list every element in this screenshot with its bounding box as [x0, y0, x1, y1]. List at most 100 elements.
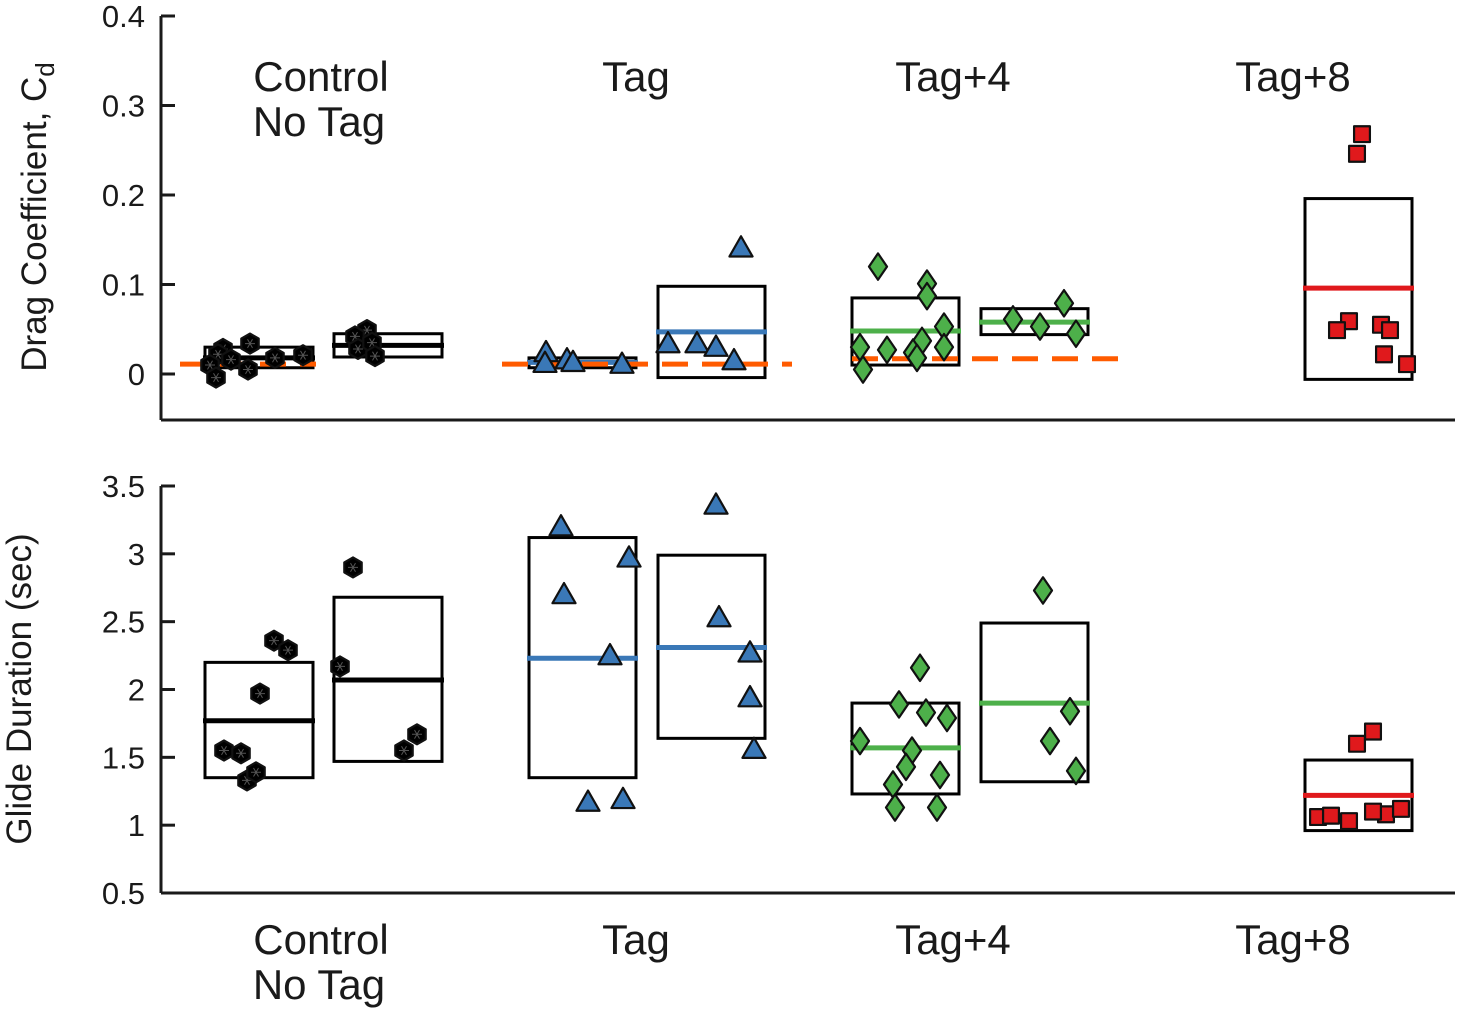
bottom-point-star-control-1 — [269, 636, 279, 646]
top-point-star-control-2 — [353, 344, 363, 354]
top-label-tag: Tag — [602, 53, 670, 100]
top-point-tag8-1 — [1327, 321, 1347, 340]
top-point-star-control-1 — [226, 355, 236, 365]
bottom-point-star-control-1 — [251, 767, 261, 777]
bottom-y-tick-label: 1.5 — [102, 740, 145, 775]
bottom-point-tag4-1 — [915, 698, 937, 727]
top-y-tick-label: 0.4 — [102, 0, 145, 34]
top-y-tick-label: 0.1 — [102, 268, 145, 303]
bottom-point-star-control-2 — [335, 661, 345, 671]
top-point-star-control-1 — [211, 373, 221, 383]
top-point-tag-2 — [684, 330, 710, 354]
top-point-tag4-2 — [1065, 319, 1087, 349]
top-point-tag4-1 — [876, 335, 898, 365]
bottom-point-tag-1 — [548, 514, 574, 537]
top-group-labels: Control No Tag Tag Tag+4 Tag+8 — [253, 53, 1351, 145]
bottom-y-tick-label: 3 — [128, 537, 145, 572]
top-point-star-control-1 — [298, 350, 308, 360]
top-point-tag8-1 — [1380, 321, 1400, 340]
top-point-tag-2 — [703, 334, 729, 357]
bottom-point-tag-1 — [551, 581, 577, 605]
bottom-point-tag-2 — [737, 640, 763, 663]
glide-duration-axes: 0.5 1 1.5 2 2.5 3 3.5 — [102, 469, 1455, 911]
drag-coefficient-axis-title-subscript: d — [30, 62, 60, 76]
bottom-point-tag8-1 — [1347, 734, 1367, 753]
top-label-control-line1: Control — [253, 53, 388, 100]
bottom-point-tag-2 — [703, 492, 729, 515]
bottom-point-tag8-1 — [1308, 808, 1328, 827]
bottom-point-tag-1 — [616, 545, 642, 568]
top-point-tag4-1 — [867, 252, 889, 281]
bottom-y-tick-label: 1 — [128, 808, 145, 843]
drag-coefficient-axis-title: Drag Coefficient, Cd — [15, 62, 60, 372]
top-point-tag-2 — [721, 347, 747, 371]
bottom-point-tag-2 — [706, 604, 732, 628]
top-y-tick-label: 0 — [128, 357, 145, 392]
bottom-point-star-control-2 — [399, 745, 409, 756]
top-point-tag8-1 — [1397, 355, 1417, 374]
top-point-star-control-2 — [367, 338, 377, 348]
bottom-point-tag4-2 — [1059, 696, 1081, 726]
bottom-point-tag4-2 — [1032, 576, 1054, 605]
bottom-point-tag4-1 — [929, 760, 951, 790]
top-label-tag8: Tag+8 — [1235, 53, 1351, 100]
bottom-point-tag4-2 — [1065, 756, 1087, 786]
bottom-point-tag4-1 — [884, 793, 906, 822]
bottom-point-tag8-1 — [1363, 722, 1383, 741]
bottom-point-tag4-1 — [909, 653, 931, 683]
top-label-tag4: Tag+4 — [895, 53, 1011, 100]
top-point-tag4-1 — [933, 332, 955, 362]
bottom-point-star-control-1 — [219, 745, 229, 756]
top-point-tag8-1 — [1374, 345, 1394, 364]
top-y-tick-label: 0.2 — [102, 178, 145, 213]
drag-coefficient-axis-title-main: Drag Coefficient, C — [15, 77, 54, 372]
bottom-point-tag8-1 — [1339, 812, 1359, 831]
bottom-point-tag-1 — [575, 789, 601, 812]
top-point-tag4-1 — [916, 281, 938, 311]
bottom-point-tag-2 — [737, 684, 763, 708]
bottom-point-star-control-1 — [255, 689, 265, 699]
bottom-point-tag4-1 — [849, 726, 871, 756]
glide-duration-axis-title: Glide Duration (sec) — [0, 533, 39, 844]
top-label-control-line2: No Tag — [253, 98, 385, 145]
bottom-point-tag4-1 — [888, 690, 910, 719]
top-point-tag4-1 — [906, 343, 928, 373]
top-point-star-control-1 — [205, 360, 215, 370]
top-point-star-control-1 — [245, 339, 255, 349]
bottom-point-tag4-1 — [926, 793, 948, 822]
bottom-point-tag4-1 — [936, 703, 958, 733]
bottom-point-tag8-1 — [1321, 806, 1341, 825]
top-point-tag4-1 — [852, 355, 874, 384]
bottom-label-control-line1: Control — [253, 916, 388, 963]
top-point-tag-1 — [532, 350, 558, 374]
bottom-y-tick-label: 0.5 — [102, 876, 145, 911]
top-point-tag8-1 — [1352, 125, 1372, 144]
bottom-point-tag-1 — [610, 786, 636, 810]
top-point-tag-1 — [560, 349, 586, 373]
bottom-point-star-control-1 — [236, 748, 246, 758]
drag-coefficient-plot-area — [180, 125, 1417, 389]
top-point-tag4-2 — [1029, 312, 1051, 341]
bottom-y-tick-label: 2 — [128, 673, 145, 708]
bottom-label-tag8: Tag+8 — [1235, 916, 1351, 963]
top-point-star-control-1 — [270, 353, 280, 363]
bottom-point-tag8-1 — [1391, 799, 1411, 818]
bottom-y-tick-label: 2.5 — [102, 605, 145, 640]
top-point-tag-2 — [655, 330, 681, 354]
bottom-point-tag4-1 — [895, 752, 917, 782]
bottom-label-tag4: Tag+4 — [895, 916, 1011, 963]
top-point-star-control-1 — [243, 364, 253, 375]
top-point-tag4-2 — [1053, 288, 1075, 318]
bottom-y-tick-label: 3.5 — [102, 469, 145, 504]
top-point-tag-1 — [609, 351, 635, 374]
top-y-tick-label: 0.3 — [102, 89, 145, 124]
glide-duration-panel: 0.5 1 1.5 2 2.5 3 3.5 Glide Duration (sec) Con… — [0, 469, 1455, 1008]
bottom-point-tag-1 — [597, 642, 623, 666]
top-point-tag4-2 — [1002, 305, 1024, 334]
bottom-label-tag: Tag — [602, 916, 670, 963]
bottom-point-tag-2 — [741, 736, 767, 759]
bottom-group-labels: Control No Tag Tag Tag+4 Tag+8 — [253, 916, 1351, 1008]
top-point-tag8-1 — [1347, 144, 1367, 163]
top-point-star-control-2 — [370, 351, 380, 361]
